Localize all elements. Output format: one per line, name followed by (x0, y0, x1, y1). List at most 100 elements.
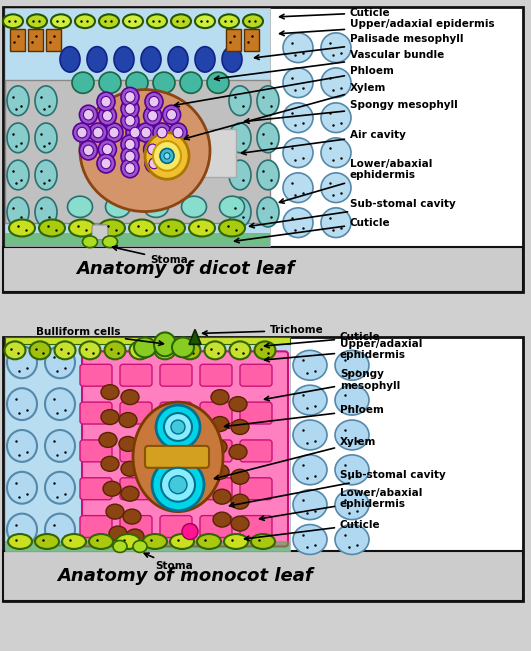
Ellipse shape (153, 72, 175, 93)
Circle shape (143, 140, 161, 159)
Ellipse shape (254, 341, 276, 359)
Ellipse shape (45, 472, 75, 504)
Circle shape (121, 87, 139, 107)
Ellipse shape (257, 123, 279, 153)
Ellipse shape (3, 14, 23, 28)
Ellipse shape (143, 534, 167, 549)
Circle shape (98, 140, 116, 159)
Ellipse shape (231, 516, 249, 531)
Text: Bulliform cells: Bulliform cells (36, 327, 164, 346)
Bar (3, 337, 523, 602)
Ellipse shape (45, 388, 75, 420)
Bar (3, 7, 523, 292)
Ellipse shape (321, 208, 351, 238)
Ellipse shape (60, 47, 80, 72)
Text: Xylem: Xylem (184, 83, 387, 140)
Circle shape (80, 141, 97, 160)
Ellipse shape (180, 72, 202, 93)
Ellipse shape (126, 529, 144, 544)
Ellipse shape (293, 490, 327, 519)
FancyBboxPatch shape (200, 516, 232, 538)
Circle shape (80, 105, 97, 124)
Circle shape (101, 158, 111, 169)
FancyBboxPatch shape (160, 402, 192, 424)
Ellipse shape (35, 534, 59, 549)
Circle shape (153, 141, 181, 171)
FancyBboxPatch shape (120, 516, 152, 538)
Ellipse shape (99, 219, 125, 236)
Circle shape (160, 148, 174, 163)
Ellipse shape (121, 390, 139, 405)
Ellipse shape (105, 341, 125, 359)
FancyBboxPatch shape (160, 478, 192, 500)
Ellipse shape (229, 396, 247, 411)
Ellipse shape (114, 47, 134, 72)
Ellipse shape (211, 464, 229, 479)
FancyBboxPatch shape (92, 225, 108, 240)
Ellipse shape (89, 534, 113, 549)
Ellipse shape (154, 333, 176, 356)
Circle shape (152, 459, 204, 510)
Ellipse shape (219, 196, 244, 217)
Circle shape (98, 106, 116, 125)
FancyBboxPatch shape (120, 402, 152, 424)
Ellipse shape (121, 486, 139, 501)
FancyBboxPatch shape (120, 365, 152, 386)
FancyBboxPatch shape (240, 365, 272, 386)
Ellipse shape (8, 534, 32, 549)
Ellipse shape (293, 420, 327, 450)
Ellipse shape (257, 86, 279, 116)
Text: Cuticle: Cuticle (264, 333, 381, 348)
Ellipse shape (35, 160, 57, 190)
Ellipse shape (7, 160, 29, 190)
FancyBboxPatch shape (200, 440, 232, 462)
Ellipse shape (141, 47, 161, 72)
Ellipse shape (7, 346, 37, 378)
Ellipse shape (7, 472, 37, 504)
FancyBboxPatch shape (240, 516, 272, 538)
Ellipse shape (321, 138, 351, 167)
Circle shape (145, 133, 189, 179)
FancyBboxPatch shape (80, 478, 112, 500)
Text: Xylem: Xylem (215, 437, 376, 480)
Text: Upper/adaxial
ephidermis: Upper/adaxial ephidermis (264, 339, 422, 362)
Ellipse shape (102, 236, 117, 247)
Bar (178, 130, 236, 177)
Ellipse shape (80, 90, 210, 212)
Ellipse shape (147, 14, 167, 28)
Ellipse shape (251, 534, 275, 549)
Circle shape (169, 476, 187, 493)
Ellipse shape (101, 456, 119, 471)
Bar (46, 29, 61, 51)
Ellipse shape (257, 197, 279, 227)
Ellipse shape (4, 341, 25, 359)
Ellipse shape (293, 385, 327, 415)
Circle shape (173, 127, 183, 138)
FancyBboxPatch shape (80, 440, 112, 462)
Bar (226, 29, 241, 51)
Circle shape (148, 144, 158, 155)
Ellipse shape (113, 540, 127, 553)
Ellipse shape (224, 534, 248, 549)
Text: Stoma: Stoma (113, 246, 188, 265)
Ellipse shape (189, 219, 215, 236)
FancyBboxPatch shape (240, 402, 272, 424)
Ellipse shape (335, 385, 369, 415)
Text: Sub-stomal cavity: Sub-stomal cavity (250, 199, 456, 228)
Ellipse shape (99, 72, 121, 93)
Ellipse shape (222, 47, 242, 72)
FancyBboxPatch shape (200, 402, 232, 424)
Ellipse shape (243, 14, 263, 28)
Ellipse shape (7, 430, 37, 462)
Ellipse shape (7, 123, 29, 153)
Ellipse shape (195, 47, 215, 72)
FancyBboxPatch shape (200, 478, 232, 500)
Ellipse shape (82, 236, 98, 247)
Circle shape (149, 158, 159, 169)
Circle shape (169, 123, 187, 142)
Circle shape (125, 139, 135, 150)
Circle shape (149, 96, 159, 107)
Text: Phloem: Phloem (225, 405, 384, 428)
Ellipse shape (67, 196, 92, 217)
Ellipse shape (211, 390, 229, 405)
